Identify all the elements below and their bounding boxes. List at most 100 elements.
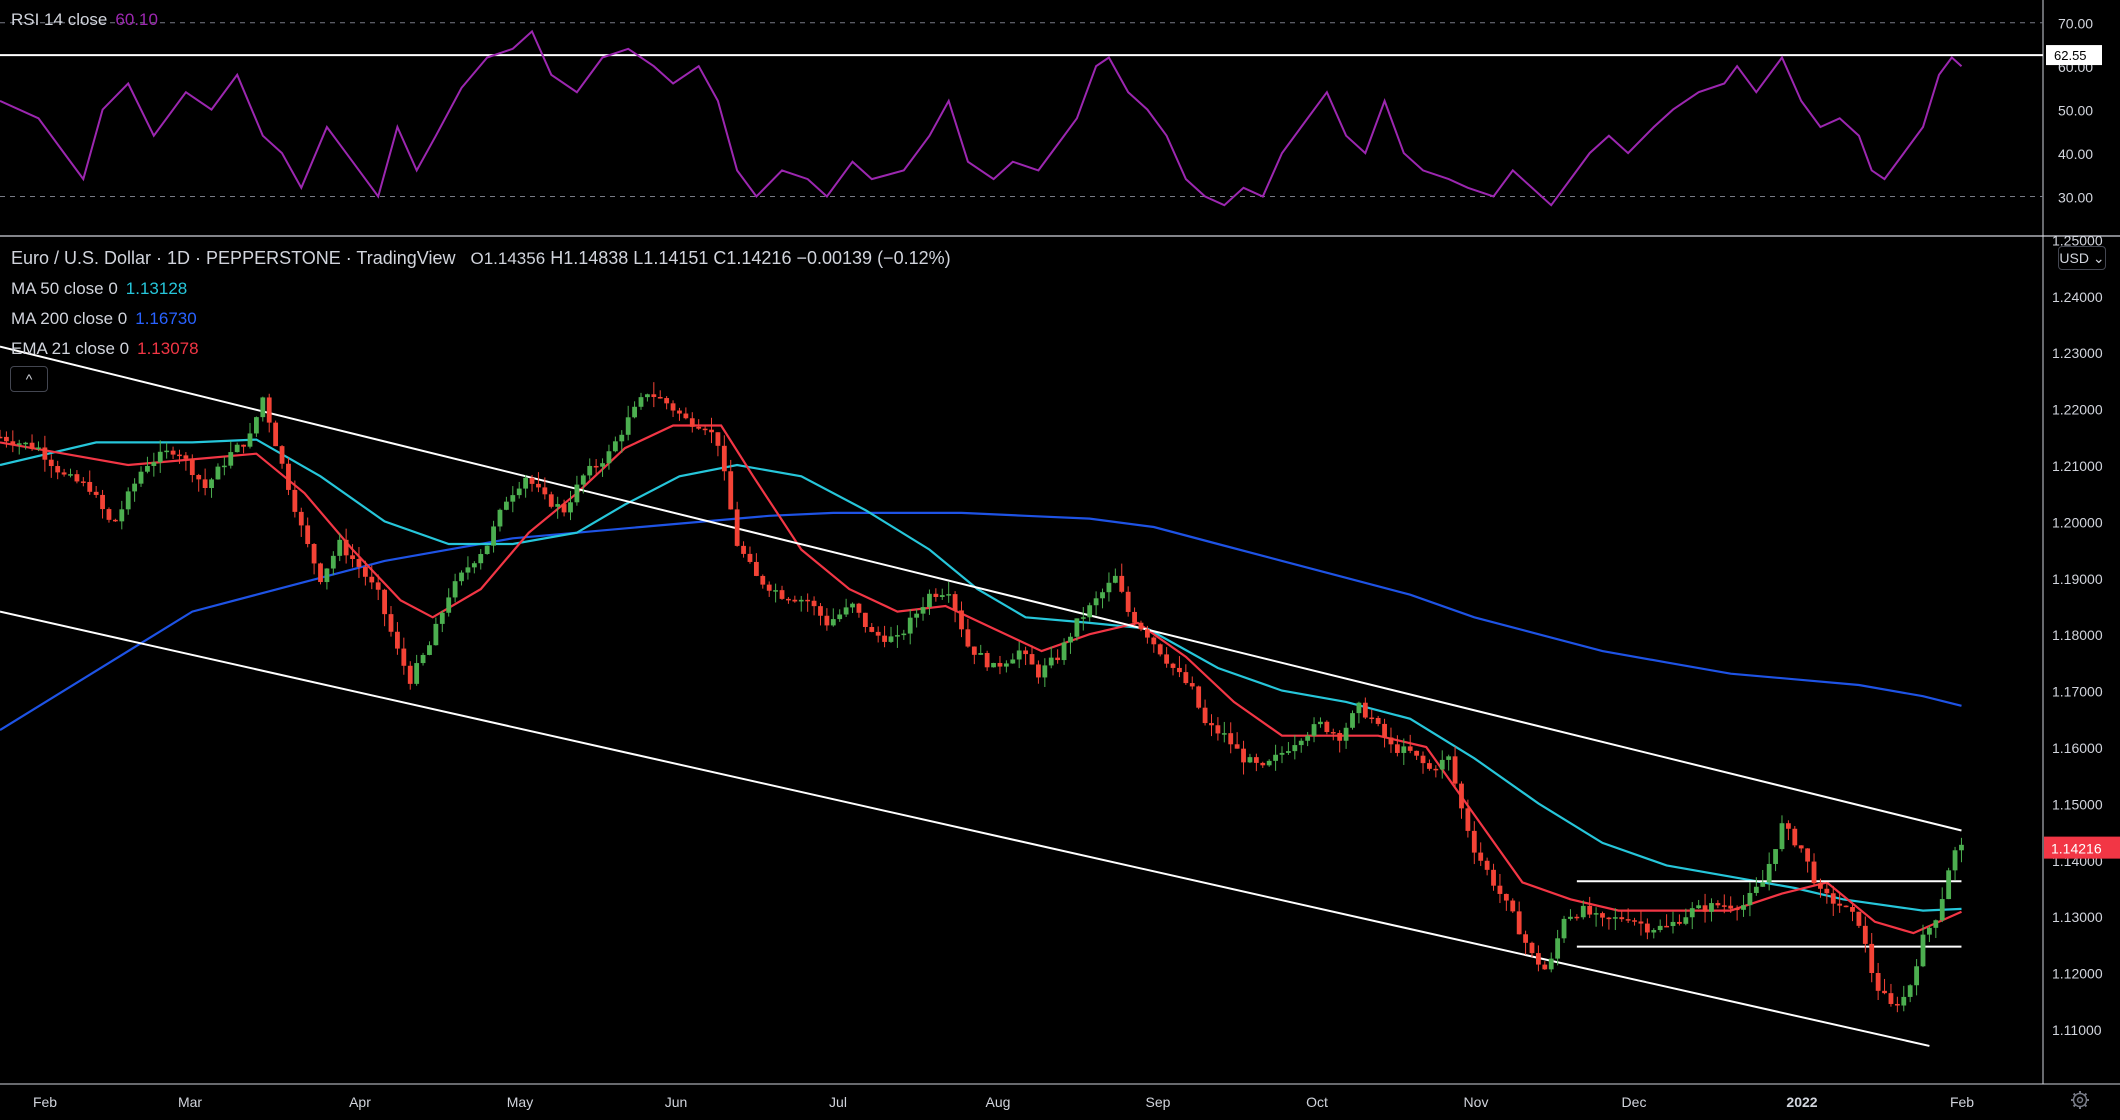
candle-body bbox=[1164, 654, 1170, 664]
candle-body bbox=[1619, 917, 1625, 920]
gear-icon[interactable] bbox=[2070, 1090, 2090, 1110]
candle-body bbox=[279, 446, 285, 464]
candle-body bbox=[61, 472, 67, 475]
price-tick-label: 1.19000 bbox=[2052, 571, 2103, 587]
currency-selector[interactable]: USD ⌄ bbox=[2058, 246, 2106, 270]
price-tick-label: 1.22000 bbox=[2052, 402, 2103, 418]
candle-body bbox=[1785, 823, 1791, 829]
candle-body bbox=[683, 413, 689, 419]
candle-body bbox=[1106, 582, 1112, 593]
time-tick-label: Apr bbox=[349, 1094, 371, 1110]
candle-body bbox=[247, 433, 253, 447]
candle-body bbox=[1228, 733, 1234, 745]
price-tick-label: 1.25000 bbox=[2052, 232, 2103, 248]
candle-body bbox=[548, 494, 554, 507]
candle-body bbox=[709, 429, 714, 433]
ohlc-high: H1.14838 bbox=[550, 248, 629, 268]
candle-body bbox=[1728, 905, 1734, 909]
price-tick-label: 1.11000 bbox=[2052, 1022, 2102, 1038]
candle-body bbox=[1318, 721, 1323, 725]
candle-body bbox=[350, 555, 355, 560]
candle-body bbox=[625, 417, 631, 435]
candle-body bbox=[395, 631, 400, 649]
candle-body bbox=[632, 406, 637, 418]
candle-body bbox=[907, 617, 913, 634]
candle-body bbox=[536, 483, 541, 488]
candle-body bbox=[984, 653, 990, 668]
candle-body bbox=[439, 612, 445, 624]
candle-body bbox=[638, 397, 644, 407]
candle-body bbox=[997, 662, 1003, 667]
rsi-legend-label: RSI 14 close bbox=[11, 10, 108, 29]
candle-body bbox=[1375, 717, 1381, 724]
candle-body bbox=[478, 554, 484, 564]
ma200-line bbox=[0, 511, 1962, 732]
candle-body bbox=[1074, 618, 1080, 637]
price-pane bbox=[0, 345, 1964, 1047]
ma50-legend[interactable]: MA 50 close 0 1.13128 bbox=[11, 279, 187, 299]
symbol-title[interactable]: Euro / U.S. Dollar · 1D · PEPPERSTONE · … bbox=[11, 248, 456, 268]
candle-body bbox=[1016, 650, 1022, 660]
candle-body bbox=[1939, 899, 1945, 921]
ema21-line bbox=[0, 424, 1962, 935]
time-tick-label: Sep bbox=[1146, 1094, 1171, 1110]
candle-body bbox=[721, 445, 727, 472]
candle-body bbox=[1593, 913, 1599, 915]
candle-body bbox=[593, 465, 599, 468]
candle-body bbox=[48, 459, 54, 467]
candle-body bbox=[1144, 629, 1150, 638]
candle-body bbox=[1273, 754, 1278, 761]
candle-body bbox=[0, 436, 3, 439]
candle-body bbox=[1837, 903, 1843, 906]
candle-body bbox=[523, 477, 529, 489]
candle-body bbox=[1343, 727, 1349, 741]
candle-body bbox=[254, 417, 259, 434]
time-tick-label: Aug bbox=[986, 1094, 1011, 1110]
rsi-line bbox=[0, 29, 1963, 207]
candle-body bbox=[1048, 657, 1054, 666]
ema21-label: EMA 21 close 0 bbox=[11, 339, 130, 358]
time-tick-label: Jul bbox=[829, 1094, 847, 1110]
candle-body bbox=[914, 613, 920, 618]
candle-body bbox=[1388, 737, 1394, 745]
candle-body bbox=[1696, 905, 1702, 909]
candle-body bbox=[170, 450, 176, 455]
axes: 30.0040.0050.0060.0070.0062.551.110001.1… bbox=[33, 16, 2120, 1110]
candle-body bbox=[1927, 927, 1932, 935]
ema21-legend[interactable]: EMA 21 close 0 1.13078 bbox=[11, 339, 199, 359]
channel-lower-line bbox=[0, 610, 1930, 1047]
candle-body bbox=[68, 474, 73, 476]
candle-body bbox=[1125, 591, 1131, 612]
candle-body bbox=[324, 568, 330, 583]
candle-body bbox=[1112, 575, 1118, 583]
candle-body bbox=[798, 599, 804, 602]
candle-body bbox=[401, 648, 407, 666]
time-tick-label: 2022 bbox=[1786, 1094, 1817, 1110]
collapse-legend-button[interactable]: ^ bbox=[10, 366, 48, 392]
candle-body bbox=[330, 555, 336, 569]
candle-body bbox=[151, 462, 157, 466]
candle-body bbox=[1260, 762, 1266, 766]
rsi-tick-label: 40.00 bbox=[2058, 146, 2093, 162]
ma200-value: 1.16730 bbox=[135, 309, 197, 328]
candle-body bbox=[1818, 883, 1823, 889]
candle-body bbox=[305, 525, 311, 545]
candle-body bbox=[1491, 869, 1496, 886]
candle-body bbox=[670, 403, 676, 411]
candle-body bbox=[1196, 686, 1202, 708]
candle-body bbox=[1664, 925, 1669, 928]
candle-body bbox=[1523, 934, 1528, 943]
candle-body bbox=[1536, 953, 1541, 965]
candle-body bbox=[1811, 861, 1817, 884]
ma200-legend[interactable]: MA 200 close 0 1.16730 bbox=[11, 309, 197, 329]
candle-body bbox=[459, 572, 464, 582]
candle-body bbox=[811, 600, 817, 607]
candle-body bbox=[1279, 752, 1285, 755]
candle-body bbox=[1760, 882, 1766, 887]
candle-body bbox=[433, 623, 439, 646]
candle-body bbox=[189, 458, 195, 476]
candle-body bbox=[1632, 920, 1637, 922]
candle-body bbox=[1830, 893, 1836, 904]
candle-body bbox=[1702, 905, 1708, 912]
